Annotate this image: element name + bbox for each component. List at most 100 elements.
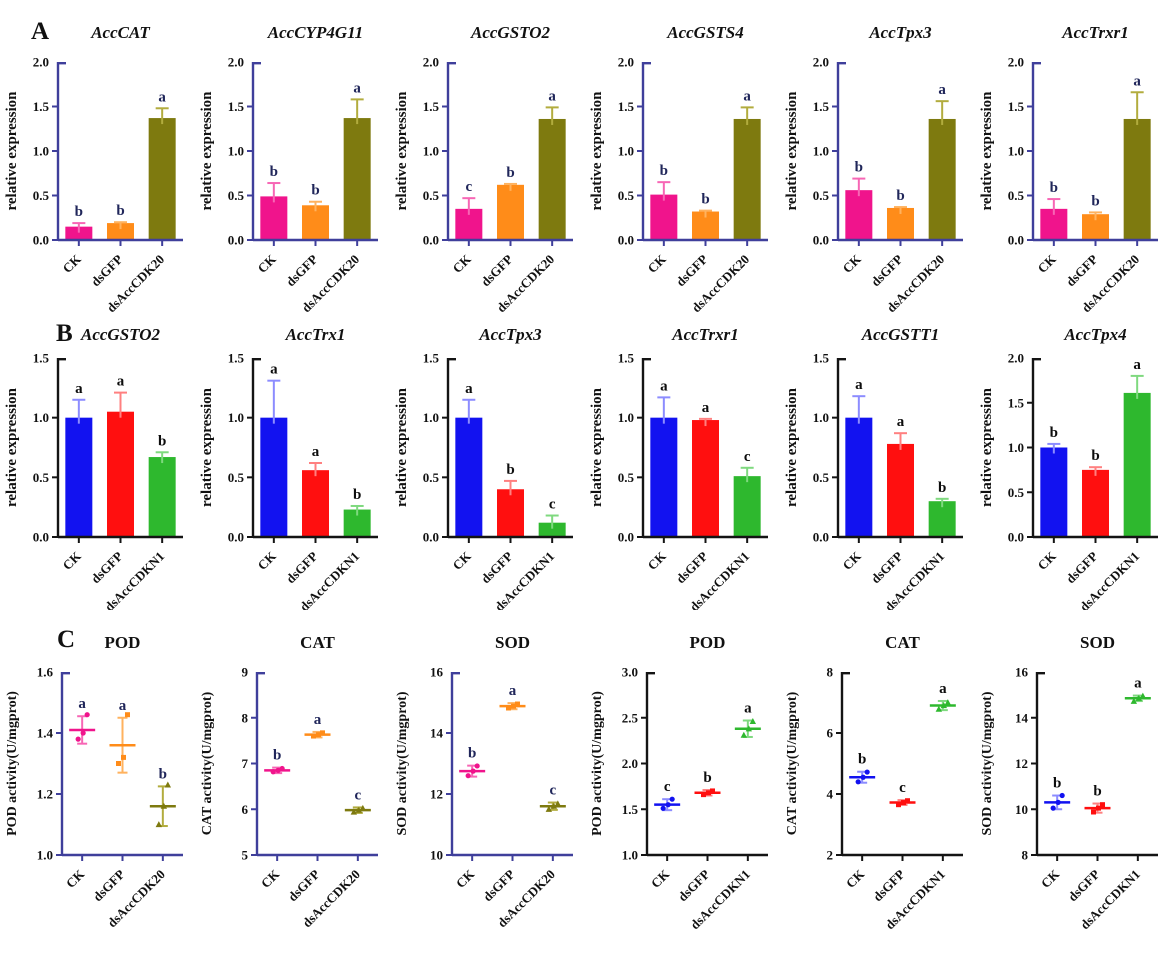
bar-dsAccCDKN1 [1123, 392, 1151, 537]
significance-letter: b [1053, 776, 1061, 792]
significance-letter: b [311, 183, 319, 199]
x-category-label: dsGFP [673, 548, 711, 586]
x-category-label: CK [450, 251, 475, 276]
x-category-label: CK [840, 251, 865, 276]
y-tick-label: 12 [430, 787, 443, 802]
y-tick-label: 0.5 [618, 188, 635, 203]
significance-letter: a [702, 400, 710, 416]
y-tick-label: 2.0 [33, 55, 49, 70]
data-point [275, 767, 281, 773]
y-tick-label: 0.5 [33, 470, 50, 485]
data-point [155, 821, 163, 828]
significance-letter: a [158, 89, 166, 105]
y-tick-label: 1.5 [813, 99, 830, 114]
data-point [940, 702, 948, 709]
significance-letter: b [703, 770, 711, 786]
y-axis-label: relative expression [4, 91, 20, 211]
bar-CK [845, 417, 873, 537]
chart-title: AccGSTO2 [470, 23, 551, 42]
y-tick-label: 1.0 [33, 144, 49, 159]
y-tick-label: 0.5 [423, 470, 440, 485]
y-tick-label: 9 [242, 665, 249, 680]
significance-letter: b [159, 766, 167, 782]
significance-letter: b [75, 204, 83, 220]
data-point [745, 725, 753, 732]
chart-sod-17: SOD SOD activity(U/mgprot) b b a 8 10 12 14 16 CK d… [980, 633, 1158, 932]
y-tick-label: 2 [827, 848, 834, 863]
y-tick-label: 12 [1015, 756, 1028, 771]
significance-letter: c [465, 179, 472, 195]
section-label-a: A [31, 18, 50, 45]
significance-letter: a [897, 414, 905, 430]
data-point [355, 806, 363, 813]
y-tick-label: 0.0 [33, 530, 49, 545]
chart-title: CAT [885, 633, 920, 652]
y-tick-label: 0.5 [813, 188, 830, 203]
y-axis-label: POD activity(U/mgprot) [590, 691, 605, 836]
data-point [855, 779, 861, 785]
chart-row-c: POD POD activity(U/mgprot) a a b 1.0 1.2 1.4 1.6… [0, 610, 1169, 959]
data-point [84, 712, 90, 718]
x-category-label: CK [60, 548, 85, 573]
chart-title: AccCAT [90, 23, 150, 42]
y-axis-label: POD activity(U/mgprot) [5, 691, 20, 836]
significance-letter: b [1050, 180, 1058, 196]
chart-row-a: AccCAT relative expression b b a 0.0 0.5 1.0 1.5… [0, 0, 1169, 318]
data-point [660, 805, 666, 811]
data-point [1130, 697, 1138, 704]
data-point [896, 802, 901, 808]
chart-acctpx4-11: AccTpx4 relative expression b b a 0.0 0.5 1.0 1.… [979, 325, 1158, 614]
y-tick-label: 0.0 [1008, 233, 1024, 248]
chart-accgstt1-10: AccGSTT1 relative expression a a b 0.0 0.5 1.0 1… [784, 325, 963, 614]
y-tick-label: 1.0 [37, 848, 53, 863]
y-axis-label: relative expression [199, 91, 215, 211]
significance-letter: a [312, 444, 320, 460]
x-category-label: CK [840, 548, 865, 573]
y-tick-label: 2.0 [618, 55, 634, 70]
y-tick-label: 0.5 [228, 470, 245, 485]
x-category-label: CK [255, 251, 280, 276]
data-point [164, 781, 172, 788]
x-category-label: CK [645, 251, 670, 276]
y-axis-label: relative expression [589, 91, 605, 211]
significance-letter: a [314, 712, 322, 728]
chart-acctrx1-7: AccTrx1 relative expression a a b 0.0 0.5 1.0 1.… [199, 325, 378, 614]
y-tick-label: 1.5 [618, 99, 635, 114]
y-tick-label: 7 [242, 756, 249, 771]
chart-title: AccTrxr1 [1061, 23, 1128, 42]
y-tick-label: 1.5 [1008, 395, 1025, 410]
x-category-label: dsGFP [673, 251, 711, 289]
significance-letter: b [506, 165, 514, 181]
significance-letter: a [509, 683, 517, 699]
significance-letter: a [938, 82, 946, 98]
y-tick-label: 0.5 [33, 188, 50, 203]
chart-cat-13: CAT CAT activity(U/mgprot) b a c 5 6 7 8 9 CK dsGFP… [200, 633, 378, 930]
y-axis-label: relative expression [979, 91, 995, 211]
data-point [116, 761, 121, 766]
y-tick-label: 1.5 [228, 99, 245, 114]
data-point [701, 792, 706, 798]
data-point [320, 730, 325, 736]
y-tick-label: 16 [430, 665, 444, 680]
y-tick-label: 8 [242, 710, 249, 725]
data-point [80, 730, 86, 736]
chart-title: AccTpx4 [1063, 325, 1126, 344]
y-tick-label: 1.0 [618, 144, 634, 159]
panel-acccyp4g11-1: AccCYP4G11 relative expression b b a 0.0 0.5 1.… [195, 0, 390, 318]
chart-title: POD [105, 633, 141, 652]
y-tick-label: 8 [827, 665, 834, 680]
y-tick-label: 1.5 [423, 351, 440, 366]
data-point [270, 769, 276, 775]
significance-letter: b [468, 746, 476, 762]
data-point [350, 808, 358, 815]
bar-CK [260, 417, 288, 537]
panel-acctrx1-7: AccTrx1 relative expression a a b 0.0 0.5 1.0 1.… [195, 318, 390, 614]
significance-letter: a [548, 88, 556, 104]
significance-letter: a [855, 377, 863, 393]
chart-pod-15: POD POD activity(U/mgprot) c b a 1.0 1.5 2.0 2.5… [590, 633, 768, 932]
chart-title: CAT [300, 633, 335, 652]
significance-letter: b [1091, 448, 1099, 464]
significance-letter: a [1134, 676, 1142, 692]
y-tick-label: 1.0 [813, 144, 829, 159]
significance-letter: c [744, 449, 751, 465]
